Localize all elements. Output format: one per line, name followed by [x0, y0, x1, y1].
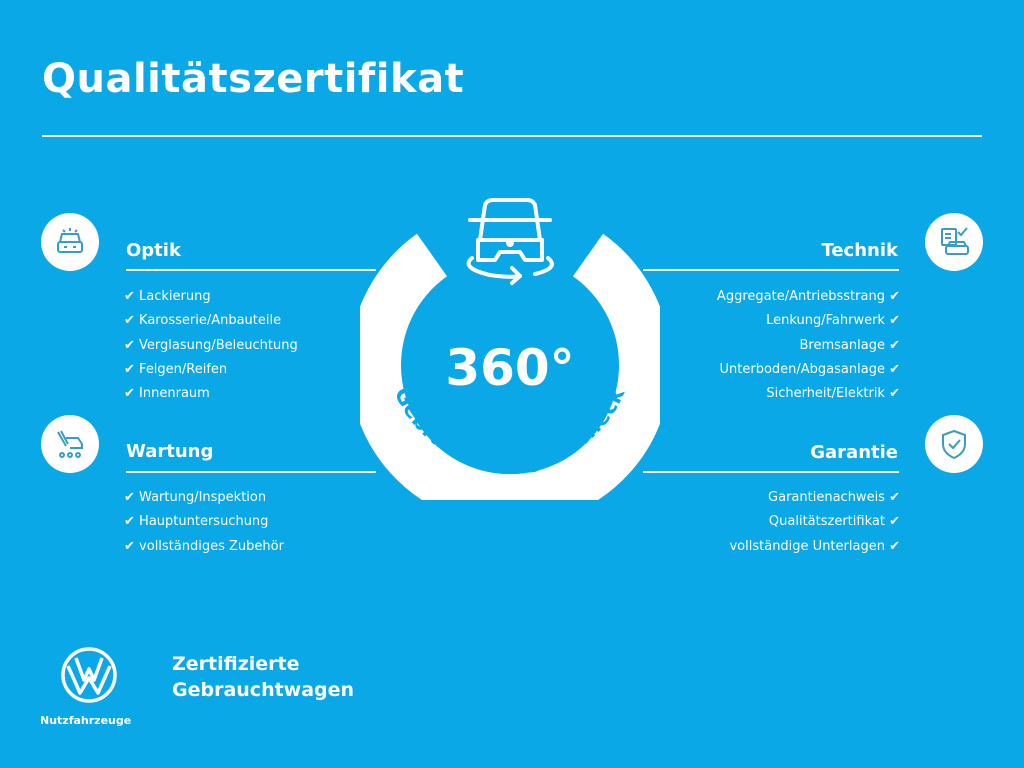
check-icon: ✔	[124, 313, 135, 329]
list-item-label: Karosserie/Anbauteile	[139, 313, 282, 329]
list-item: Qualitätszertifikat ✔	[729, 510, 900, 534]
check-icon: ✔	[124, 361, 135, 377]
list-item: ✔ Innenraum	[124, 382, 298, 406]
list-item: ✔ Verglasung/Beleuchtung	[124, 334, 298, 358]
ring	[360, 233, 660, 500]
garantie-list: Garantienachweis ✔ Qualitätszertifikat ✔ v…	[729, 486, 900, 559]
logo-label: Nutzfahrzeuge	[40, 714, 132, 727]
list-item-label: Bremsanlage	[799, 337, 885, 353]
list-item: Sicherheit/Elektrik ✔	[717, 382, 900, 406]
technik-icon-circle	[925, 213, 983, 271]
check-icon: ✔	[889, 289, 900, 304]
checklist-car-icon	[941, 227, 969, 255]
list-item: vollständige Unterlagen ✔	[729, 535, 900, 559]
check-icon: ✔	[124, 337, 135, 353]
brand-line-2: Gebrauchtwagen	[172, 679, 355, 701]
check-icon: ✔	[124, 490, 135, 505]
list-item-label: Innenraum	[139, 386, 210, 402]
check-icon: ✔	[124, 538, 135, 554]
list-item: Unterboden/Abgasanlage ✔	[717, 358, 901, 382]
list-item-label: Wartung/Inspektion	[139, 490, 267, 505]
360-label: 360°	[445, 339, 574, 397]
list-item: Lenkung/Fahrwerk ✔	[717, 309, 900, 333]
brand-tagline: Zertifizierte Gebrauchtwagen	[172, 651, 354, 703]
section-divider	[643, 269, 899, 271]
list-item: ✔ Karosserie/Anbauteile	[124, 309, 298, 333]
list-item-label: Garantienachweis	[768, 490, 885, 505]
wartung-list: ✔ Wartung/Inspektion ✔ Hauptuntersuchung ✔…	[124, 486, 284, 559]
optik-list: ✔ Lackierung ✔ Karosserie/Anbauteile ✔ Ver…	[124, 285, 298, 406]
shield-check-icon	[942, 429, 966, 460]
list-item: ✔ Wartung/Inspektion	[124, 486, 284, 510]
car-rotate-icon	[466, 198, 554, 285]
check-icon: ✔	[124, 386, 135, 402]
car-lights-icon	[57, 228, 83, 253]
list-item: ✔ vollständiges Zubehör	[124, 535, 284, 559]
section-divider	[126, 269, 376, 271]
list-item-label: Verglasung/Beleuchtung	[139, 337, 298, 353]
list-item: ✔ Lackierung	[124, 285, 298, 309]
list-item: Garantienachweis ✔	[729, 486, 900, 510]
list-item-label: Aggregate/Antriebsstrang	[716, 289, 885, 304]
page-title: Qualitätszertifikat	[42, 56, 465, 102]
garantie-icon-circle	[925, 415, 983, 473]
check-icon: ✔	[889, 538, 900, 554]
list-item: ✔ Hauptuntersuchung	[124, 510, 284, 534]
list-item: Aggregate/Antriebsstrang ✔	[717, 285, 900, 309]
optik-icon-circle	[41, 213, 99, 271]
wartung-icon-circle	[41, 415, 99, 473]
list-item-label: Sicherheit/Elektrik	[766, 386, 885, 402]
section-divider	[643, 471, 899, 473]
section-title-technik: Technik	[821, 240, 898, 261]
list-item: Bremsanlage ✔	[717, 334, 901, 358]
technik-list: Aggregate/Antriebsstrang ✔ Lenkung/Fahrwe…	[717, 285, 900, 406]
brand-line-1: Zertifizierte	[172, 653, 300, 675]
service-van-icon	[57, 430, 83, 458]
check-icon: ✔	[889, 313, 900, 329]
check-icon: ✔	[889, 361, 900, 377]
check-icon: ✔	[124, 514, 135, 530]
section-title-garantie: Garantie	[810, 442, 898, 463]
section-title-optik: Optik	[126, 240, 181, 261]
list-item-label: Unterboden/Abgasanlage	[719, 361, 885, 377]
check-icon: ✔	[889, 386, 900, 402]
check-icon: ✔	[124, 289, 135, 304]
list-item-label: Qualitätszertifikat	[768, 514, 885, 530]
vw-logo	[61, 647, 117, 703]
list-item-label: Lackierung	[139, 289, 211, 304]
check-icon: ✔	[889, 337, 900, 353]
check-icon: ✔	[889, 490, 900, 505]
section-title-wartung: Wartung	[126, 441, 214, 462]
list-item: ✔ Felgen/Reifen	[124, 358, 298, 382]
title-divider	[42, 135, 982, 137]
list-item-label: vollständiges Zubehör	[139, 538, 284, 554]
check-icon: ✔	[889, 514, 900, 530]
section-divider	[126, 471, 376, 473]
360-check-graphic: Gebrauchtwagen-Check 360°	[360, 198, 660, 500]
list-item-label: Felgen/Reifen	[139, 361, 228, 377]
list-item-label: Lenkung/Fahrwerk	[766, 313, 885, 329]
list-item-label: Hauptuntersuchung	[139, 514, 269, 530]
list-item-label: vollständige Unterlagen	[729, 538, 885, 554]
